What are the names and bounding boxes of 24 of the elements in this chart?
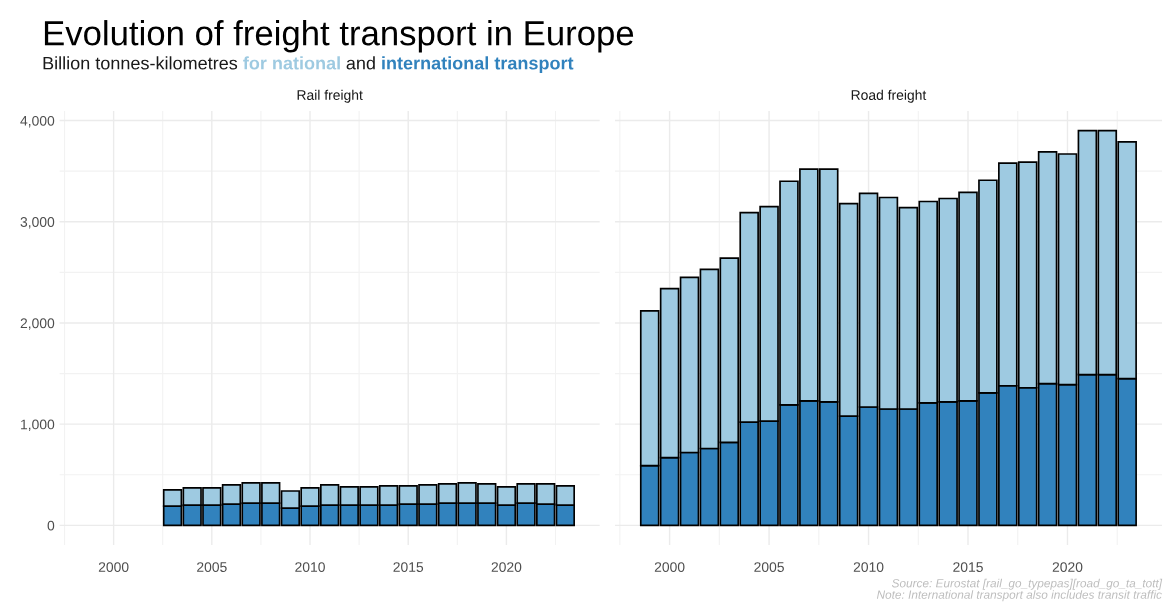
y-tick-label: 1,000 xyxy=(21,419,55,431)
y-tick-label: 2,000 xyxy=(20,318,55,330)
chart-title: Rail freight xyxy=(297,89,363,103)
chart-title: Road freight xyxy=(851,89,927,103)
x-tick-label: 2015 xyxy=(393,562,424,572)
x-tick-label: 2000 xyxy=(654,562,685,572)
x-tick-label: 2010 xyxy=(295,562,325,572)
x-tick-label: 2020 xyxy=(1052,562,1083,572)
text: Billion tonnes-kilometres xyxy=(43,56,238,70)
text: Note: International transport also includes transit traffic xyxy=(876,590,1162,602)
x-tick-label: 2020 xyxy=(491,562,522,572)
text: and xyxy=(346,56,375,70)
x-tick-label: 2000 xyxy=(98,562,129,572)
x-tick-label: 2005 xyxy=(197,562,227,572)
y-tick-label: 3,000 xyxy=(20,217,55,229)
x-tick-label: 2005 xyxy=(754,562,784,572)
text: for national xyxy=(243,56,340,70)
source-note: Source: Eurostat [rail_go_typepas][road_go_ta_tott] xyxy=(891,578,1163,590)
text: Evolution of freight transport in Europe xyxy=(44,20,634,53)
y-tick-label: 4,000 xyxy=(20,115,55,128)
x-tick-label: 2010 xyxy=(853,562,884,572)
text: international transport xyxy=(382,56,574,74)
y-tick-label: 0 xyxy=(47,520,55,531)
x-tick-label: 2015 xyxy=(953,562,983,572)
